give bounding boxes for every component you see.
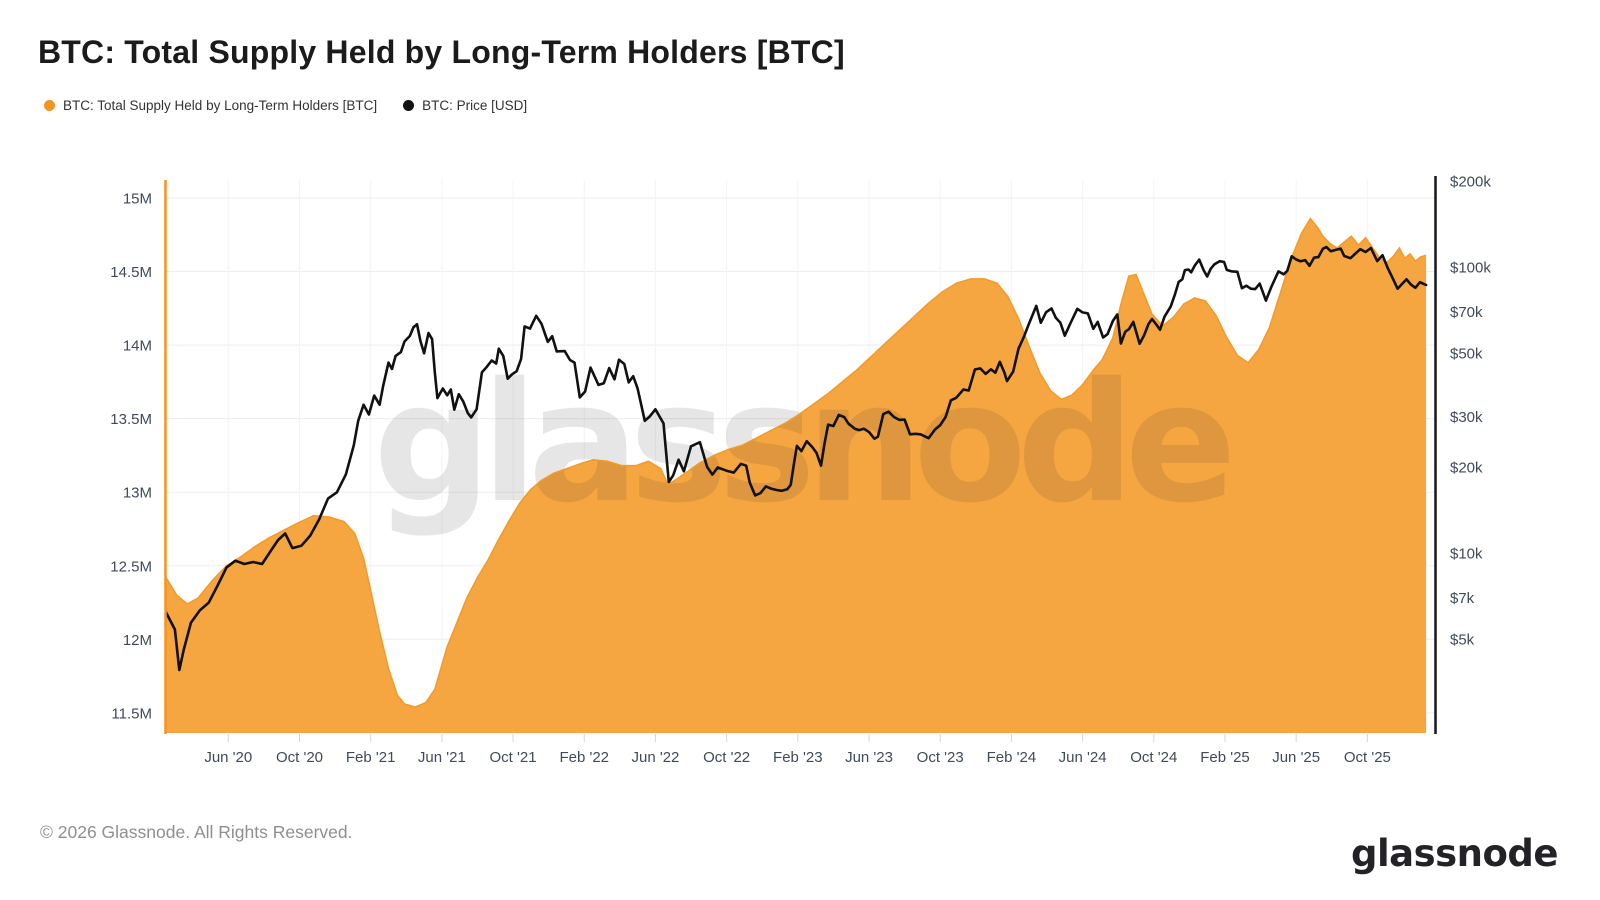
y-right-tick-label: $5k [1450, 632, 1475, 649]
y-left-tick-label: 11.5M [111, 705, 152, 722]
legend-label-supply: BTC: Total Supply Held by Long-Term Hold… [63, 98, 378, 113]
y-left-tick-label: 14M [123, 338, 152, 355]
legend-item-price[interactable]: BTC: Price [USD] [403, 98, 527, 113]
y-left-tick-label: 13.5M [110, 411, 152, 428]
legend-item-supply[interactable]: BTC: Total Supply Held by Long-Term Hold… [44, 98, 377, 113]
supply-area-edge [165, 217, 1427, 708]
y-right-tick-label: $200k [1450, 173, 1491, 190]
glassnode-watermark: glassnode [373, 347, 1228, 539]
y-right-tick-label: $100k [1450, 260, 1491, 277]
x-tick-label: Oct '24 [1130, 749, 1177, 766]
x-tick-label: Jun '20 [204, 749, 252, 766]
y-right-tick-label: $10k [1450, 546, 1483, 563]
x-tick-label: Oct '25 [1344, 749, 1391, 766]
x-tick-label: Jun '24 [1059, 749, 1107, 766]
supply-area-series [166, 218, 1427, 734]
x-tick-label: Oct '22 [703, 749, 750, 766]
legend-dot-supply-icon [44, 100, 55, 111]
y-left-tick-label: 12M [123, 632, 152, 649]
x-tick-label: Feb '24 [987, 749, 1037, 766]
price-line-series [164, 245, 1428, 672]
y-right-tick-label: $20k [1450, 459, 1483, 476]
page-title: BTC: Total Supply Held by Long-Term Hold… [38, 34, 845, 70]
y-left-tick-label: 12.5M [110, 558, 152, 575]
x-tick-label: Oct '23 [917, 749, 964, 766]
y-left-tick-label: 14.5M [110, 264, 152, 281]
x-tick-label: Oct '20 [276, 749, 323, 766]
x-tick-label: Jun '25 [1272, 749, 1320, 766]
x-tick-label: Jun '21 [418, 749, 466, 766]
x-tick-label: Jun '22 [631, 749, 679, 766]
copyright-text: © 2026 Glassnode. All Rights Reserved. [40, 822, 353, 842]
legend-dot-price-icon [403, 100, 415, 111]
legend: BTC: Total Supply Held by Long-Term Hold… [44, 98, 527, 113]
y-right-tick-label: $7k [1450, 590, 1475, 607]
glassnode-logo: glassnode [1350, 832, 1559, 875]
x-tick-label: Feb '22 [559, 749, 609, 766]
y-right-tick-label: $30k [1450, 409, 1483, 426]
y-left-tick-label: 15M [123, 191, 152, 208]
y-left-tick-label: 13M [123, 485, 152, 502]
chart-plot-area[interactable]: 15M 14.5M 14M 13.5M 13M 12.5M 12M 11.5M Jun '20 O… [0, 0, 1600, 800]
x-tick-label: Feb '23 [773, 749, 823, 766]
y-right-tick-label: $50k [1450, 346, 1483, 363]
y-right-tick-label: $70k [1450, 304, 1483, 321]
legend-label-price: BTC: Price [USD] [422, 98, 528, 113]
x-tick-label: Feb '25 [1200, 749, 1250, 766]
x-tick-label: Oct '21 [490, 749, 537, 766]
x-tick-label: Feb '21 [346, 749, 396, 766]
x-tick-label: Jun '23 [845, 749, 893, 766]
